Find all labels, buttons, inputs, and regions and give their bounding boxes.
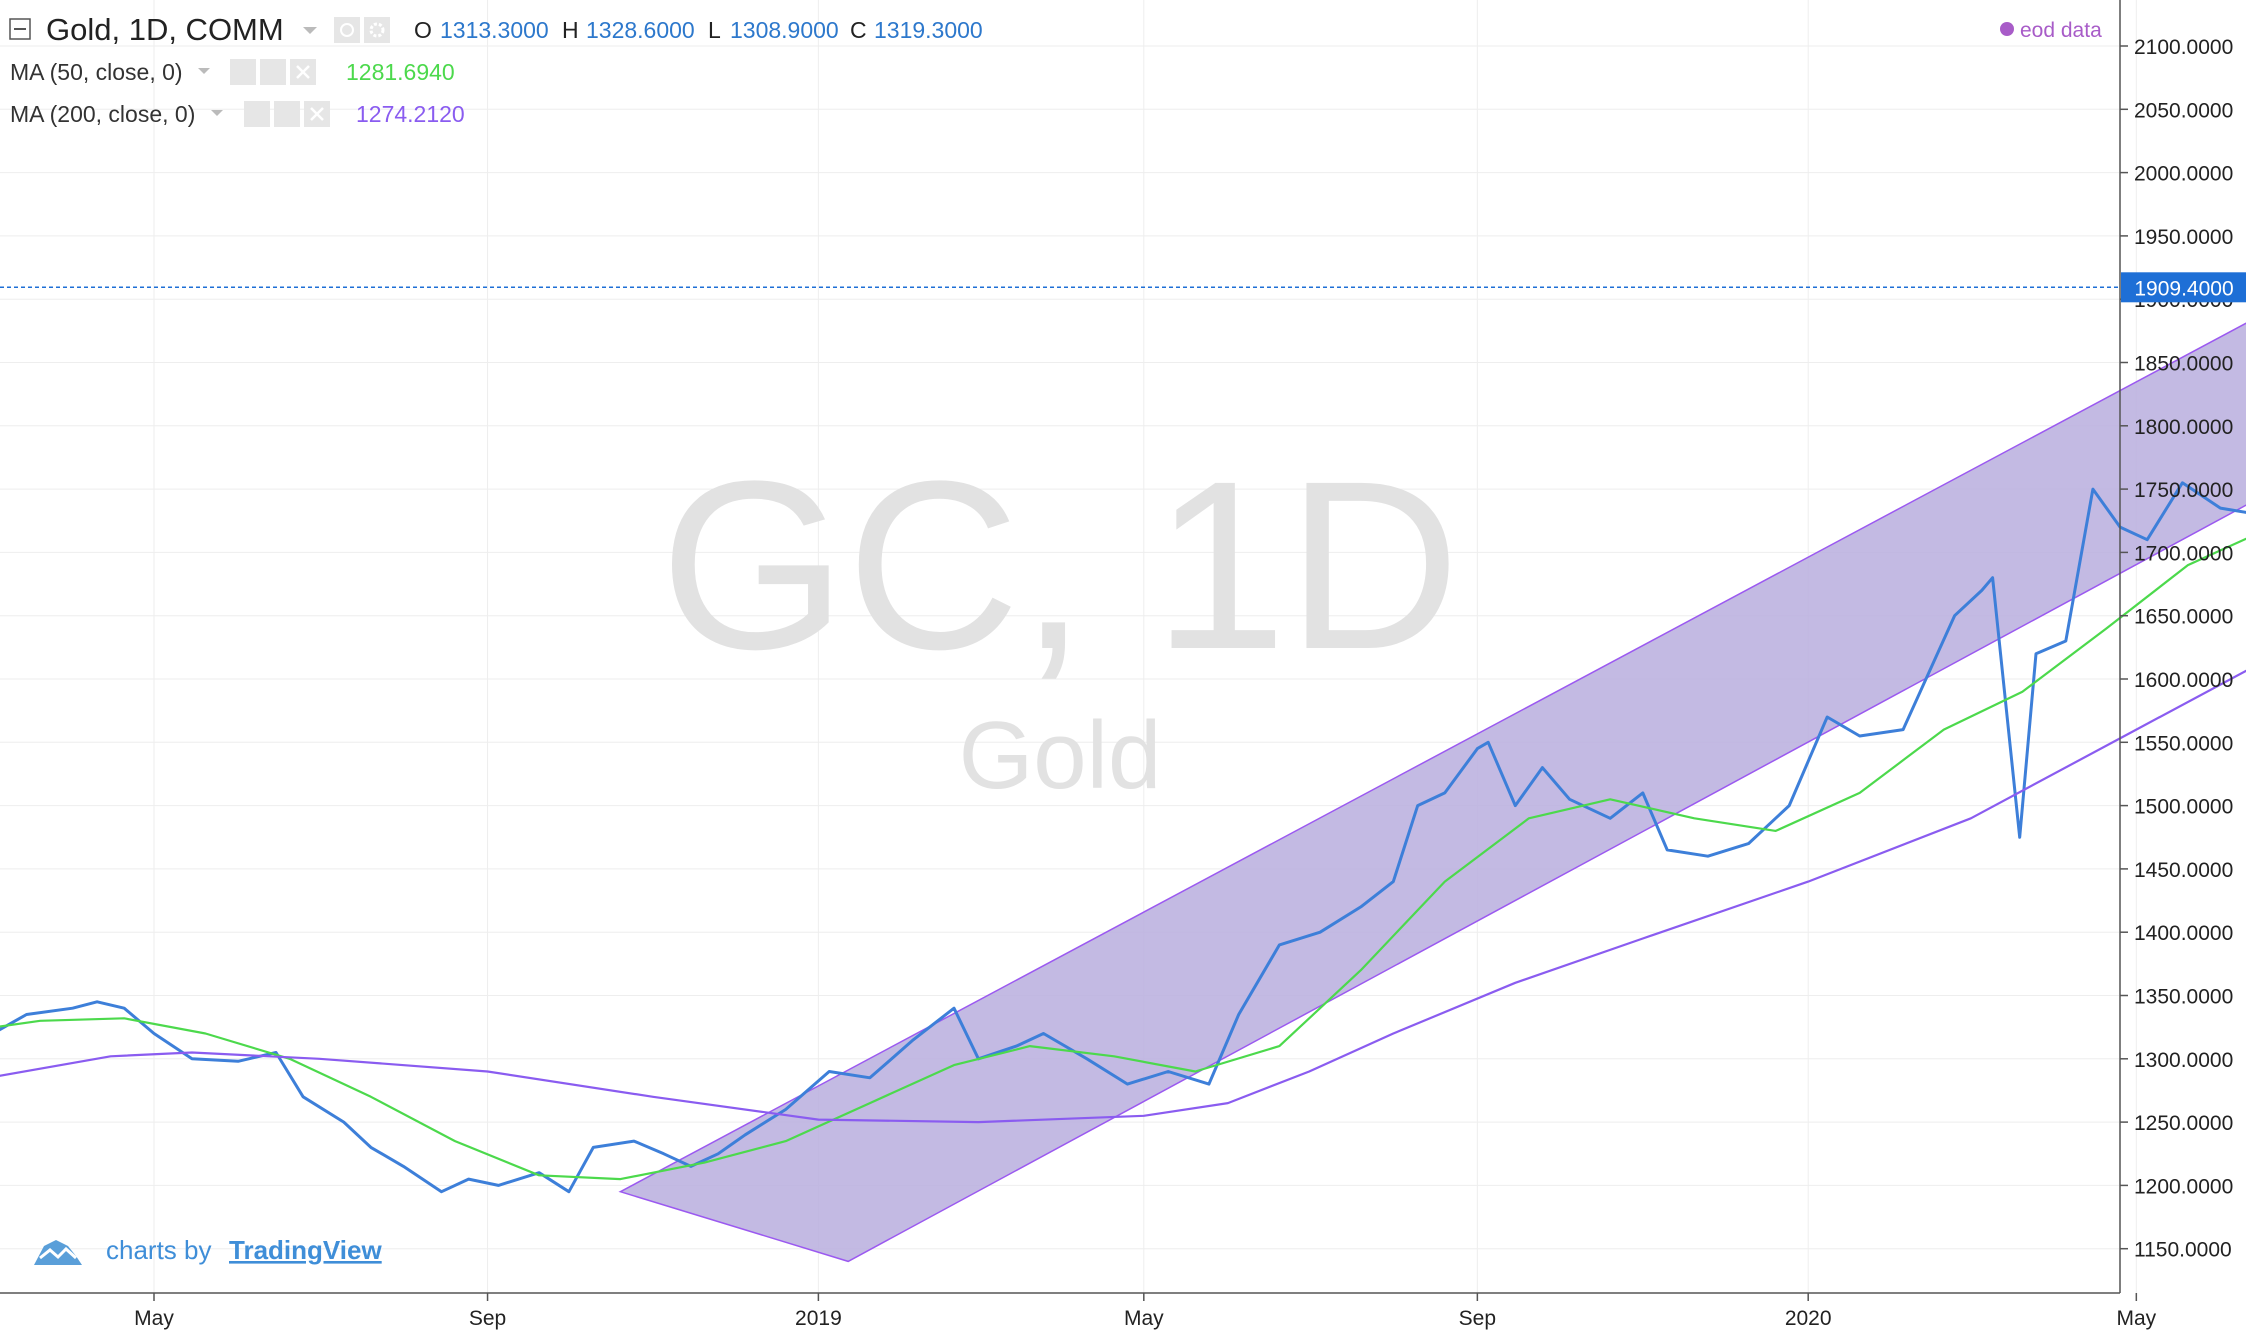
y-tick-label: 1750.0000 — [2134, 479, 2233, 502]
cloud-logo-icon — [34, 1240, 82, 1265]
ma200-line[interactable] — [0, 350, 2246, 1124]
legend: Gold, 1D, COMM O 1313.3000 H 1328.6000 L… — [9, 12, 983, 127]
branding-prefix: charts by — [106, 1235, 212, 1265]
y-tick-label: 1800.0000 — [2134, 416, 2233, 439]
source-label: eod data — [2020, 19, 2102, 42]
y-tick-label: 1550.0000 — [2134, 732, 2233, 755]
y-tick-label: 2000.0000 — [2134, 163, 2233, 186]
chevron-down-icon[interactable] — [303, 27, 317, 34]
gear-icon[interactable] — [364, 17, 390, 43]
y-tick-label: 1850.0000 — [2134, 353, 2233, 376]
y-tick-label: 1950.0000 — [2134, 226, 2233, 249]
y-tick-label: 1600.0000 — [2134, 669, 2233, 692]
watermark-symbol: GC, 1D — [660, 431, 1460, 699]
x-tick-label: 2019 — [795, 1307, 842, 1330]
x-tick-label: May — [2116, 1307, 2156, 1330]
x-tick-label: Sep — [469, 1307, 506, 1330]
ohlc-low-value: 1308.9000 — [730, 17, 839, 43]
x-tick-label: Sep — [1459, 1307, 1496, 1330]
tradingview-branding[interactable]: charts by TradingView — [34, 1235, 382, 1265]
data-source: eod data — [2000, 19, 2102, 42]
eye-icon-pupil — [340, 23, 354, 37]
chevron-down-icon[interactable] — [198, 68, 210, 74]
y-tick-label: 2050.0000 — [2134, 99, 2233, 122]
branding-link[interactable]: TradingView — [229, 1235, 382, 1265]
y-tick-label: 1700.0000 — [2134, 542, 2233, 565]
chevron-down-icon[interactable] — [211, 110, 223, 116]
ohlc-low-key: L — [708, 17, 721, 43]
symbol-title: Gold, 1D, COMM — [46, 12, 284, 47]
gear-icon[interactable] — [260, 59, 286, 85]
y-tick-label: 1450.0000 — [2134, 859, 2233, 882]
current-price-tag: 1909.4000 — [2121, 272, 2246, 303]
ohlc-high-key: H — [562, 17, 579, 43]
eye-icon[interactable] — [230, 59, 256, 85]
price-line-gold[interactable] — [0, 84, 2246, 1194]
x-tick-label: May — [134, 1307, 174, 1330]
ma50-value: 1281.6940 — [346, 59, 455, 85]
current-price-tag-bg — [2121, 272, 2246, 303]
y-tick-label: 1650.0000 — [2134, 606, 2233, 629]
eye-icon[interactable] — [244, 101, 270, 127]
current-price-tag-label: 1909.4000 — [2134, 277, 2233, 300]
ohlc-high-value: 1328.6000 — [586, 17, 695, 43]
symbol-settings-buttons[interactable] — [334, 17, 390, 43]
eye-icon[interactable] — [334, 17, 360, 43]
ohlc-open-key: O — [414, 17, 432, 43]
channel-shape[interactable] — [618, 249, 2246, 1263]
collapse-legend-button[interactable] — [9, 18, 31, 40]
ohlc-open-value: 1313.3000 — [440, 17, 549, 43]
series-layer — [0, 84, 2246, 1194]
time-axis[interactable]: MaySep2019MaySep2020MaySep2021MaySep2022 — [134, 1293, 2246, 1330]
ohlc-values: O 1313.3000 H 1328.6000 L 1308.9000 C 13… — [414, 17, 983, 43]
source-dot-icon — [2000, 22, 2014, 36]
y-tick-label: 2100.0000 — [2134, 36, 2233, 59]
ohlc-close-value: 1319.3000 — [874, 17, 983, 43]
indicator-ma50[interactable]: MA (50, close, 0) 1281.6940 — [10, 59, 455, 85]
y-tick-label: 1250.0000 — [2134, 1112, 2233, 1135]
x-tick-label: 2020 — [1785, 1307, 1832, 1330]
ma200-value: 1274.2120 — [356, 101, 465, 127]
y-tick-label: 1200.0000 — [2134, 1175, 2233, 1198]
watermark-name: Gold — [959, 702, 1162, 809]
y-tick-label: 1300.0000 — [2134, 1049, 2233, 1072]
cloud-logo-icon-detail — [39, 1246, 78, 1260]
y-tick-label: 1350.0000 — [2134, 986, 2233, 1009]
price-axis[interactable]: 1150.0000 1200.0000 1250.0000 1300.0000 1350… — [2120, 36, 2233, 1262]
close-icon-glyph — [296, 65, 310, 79]
y-tick-label: 1150.0000 — [2134, 1239, 2232, 1262]
ma50-line[interactable] — [0, 236, 2246, 1181]
close-icon-glyph — [310, 107, 324, 121]
rising-channel[interactable] — [618, 249, 2246, 1263]
x-tick-label: May — [1124, 1307, 1164, 1330]
y-tick-label: 1400.0000 — [2134, 922, 2233, 945]
ohlc-close-key: C — [850, 17, 867, 43]
gear-icon[interactable] — [274, 101, 300, 127]
ma50-label: MA (50, close, 0) — [10, 59, 183, 85]
indicator-ma200[interactable]: MA (200, close, 0) 1274.2120 — [10, 101, 465, 127]
gear-icon-teeth — [369, 22, 385, 38]
watermark: GC, 1D Gold — [660, 431, 1460, 809]
ma200-label: MA (200, close, 0) — [10, 101, 195, 127]
y-tick-label: 1500.0000 — [2134, 796, 2233, 819]
